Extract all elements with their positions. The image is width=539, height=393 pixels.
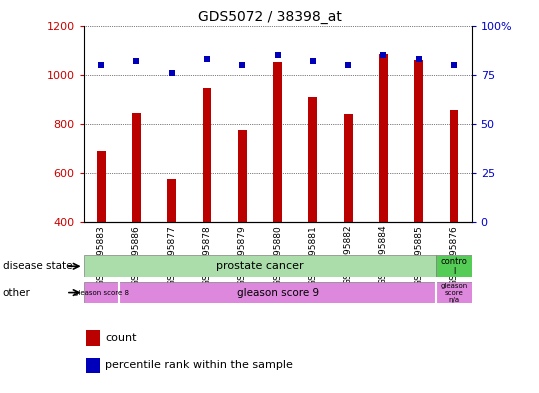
Bar	[203, 88, 211, 222]
Text: disease state: disease state	[3, 261, 72, 271]
Text: gleason
score
n/a: gleason score n/a	[440, 283, 468, 303]
Text: count: count	[105, 333, 136, 343]
Text: gleason score 8: gleason score 8	[74, 290, 129, 296]
Bar	[379, 54, 388, 222]
Bar	[132, 113, 141, 222]
Bar	[414, 60, 423, 222]
Bar	[273, 62, 282, 222]
Bar	[84, 282, 119, 303]
Bar	[167, 179, 176, 222]
Text: prostate cancer: prostate cancer	[216, 261, 304, 271]
Bar	[308, 97, 317, 222]
Bar	[437, 282, 472, 303]
Bar	[450, 110, 458, 222]
Bar	[119, 282, 437, 303]
Text: GDS5072 / 38398_at: GDS5072 / 38398_at	[198, 10, 341, 24]
Text: percentile rank within the sample: percentile rank within the sample	[105, 360, 293, 371]
Text: other: other	[3, 288, 31, 298]
Text: contro
l: contro l	[440, 257, 467, 276]
Bar	[238, 130, 247, 222]
Bar	[344, 114, 353, 222]
Text: gleason score 9: gleason score 9	[237, 288, 319, 298]
Bar	[437, 255, 472, 277]
Bar	[97, 151, 106, 222]
